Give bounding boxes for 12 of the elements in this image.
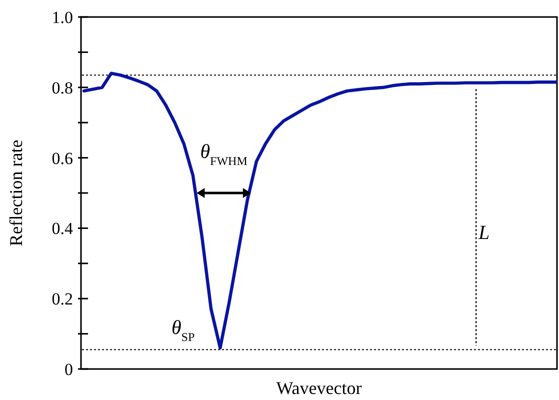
- y-axis-title: Reflection rate: [6, 140, 26, 246]
- annotation: θ$_{FWHM}$: [200, 140, 248, 168]
- annotation: θ$_{SP}$: [171, 316, 195, 344]
- annotation: L: [477, 222, 490, 244]
- y-tick-label: 0.4: [52, 219, 74, 238]
- line-series: [82, 72, 558, 350]
- y-tick-label: 0.8: [52, 78, 73, 98]
- y-tick-label: 0.6: [52, 148, 73, 168]
- y-tick-label: 0: [64, 360, 73, 379]
- y-tick-label: 1.0: [52, 8, 73, 27]
- x-axis-title: Wavevector: [276, 378, 362, 398]
- y-tick-label: 0.2: [52, 290, 73, 309]
